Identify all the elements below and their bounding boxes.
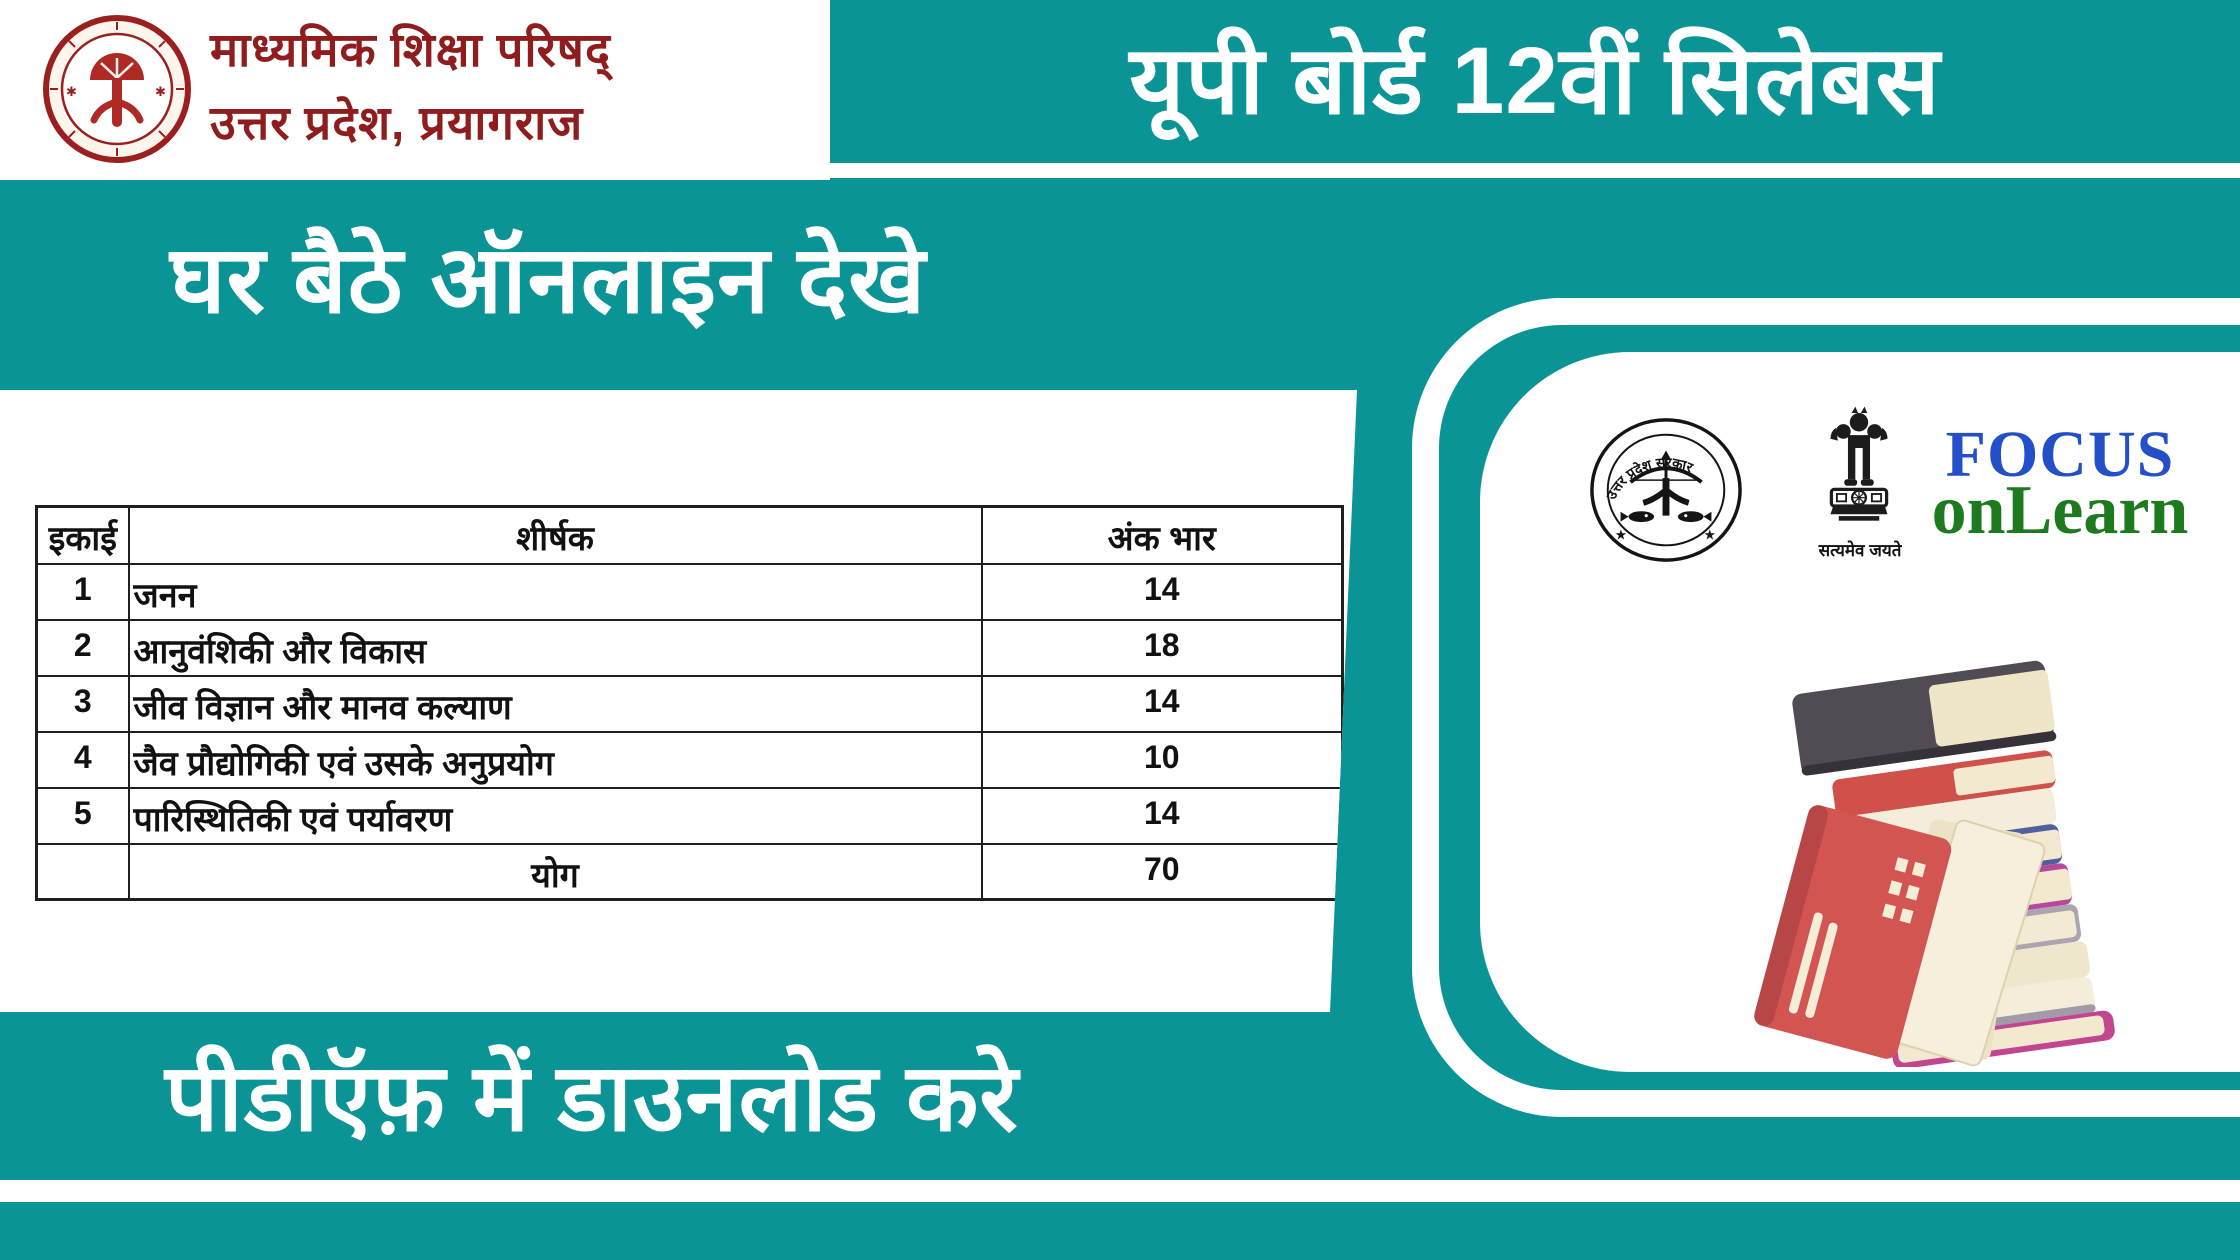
col-header-title: शीर्षक bbox=[127, 505, 983, 565]
brand-line-focus: FOCUS bbox=[1945, 418, 2175, 491]
syllabus-table: इकाई शीर्षक अंक भार 1 जनन 14 2 आनुवंशिकी… bbox=[35, 505, 1344, 901]
marks-cell: 18 bbox=[980, 618, 1344, 677]
download-text: पीडीऍफ़ में डाउनलोड करे bbox=[165, 1045, 1019, 1150]
emblem-caption: सत्यमेव जयते bbox=[1818, 541, 1902, 560]
title-cell: आनुवंशिकी और विकास bbox=[127, 618, 983, 677]
up-seal-star-right-icon: ★ bbox=[1704, 526, 1716, 542]
title-band: यूपी बोर्ड 12वीं सिलेबस bbox=[830, 0, 2240, 163]
marks-cell: 14 bbox=[980, 786, 1344, 845]
table-row: 2 आनुवंशिकी और विकास 18 bbox=[35, 618, 1344, 677]
table-row: 1 जनन 14 bbox=[35, 562, 1344, 621]
table-row: 5 पारिस्थितिकी एवं पर्यावरण 14 bbox=[35, 786, 1344, 845]
focusonlearn-logo: FOCUS onLearn bbox=[1918, 418, 2202, 550]
total-label-cell: योग bbox=[127, 842, 983, 901]
panel-outline-swoosh bbox=[1412, 298, 2240, 1117]
col-header-marks: अंक भार bbox=[980, 505, 1344, 565]
books-stack-illustration bbox=[1754, 660, 2115, 1067]
up-government-seal-icon: उत्तर प्रदेश सरकार ★ ★ bbox=[1590, 418, 1742, 562]
title-cell: जनन bbox=[127, 562, 983, 621]
total-value-cell: 70 bbox=[980, 842, 1344, 901]
unit-cell: 3 bbox=[35, 674, 130, 733]
board-name-line2: उत्तर प्रदेश, प्रयागराज bbox=[210, 95, 584, 149]
page-title: यूपी बोर्ड 12वीं सिलेबस bbox=[1129, 27, 1941, 134]
marks-cell: 14 bbox=[980, 562, 1344, 621]
board-name: माध्यमिक शिक्षा परिषद् उत्तर प्रदेश, प्र… bbox=[210, 14, 820, 160]
board-name-line1: माध्यमिक शिक्षा परिषद् bbox=[210, 23, 611, 76]
unit-cell: 5 bbox=[35, 786, 130, 845]
table-row: 3 जीव विज्ञान और मानव कल्याण 14 bbox=[35, 674, 1344, 733]
subtitle-text: घर बैठे ऑनलाइन देखे bbox=[170, 227, 927, 332]
bottom-strip bbox=[0, 1202, 2240, 1260]
seal-flower-right-icon: ✱ bbox=[155, 84, 166, 99]
table-row: 4 जैव प्रौद्योगिकी एवं उसके अनुप्रयोग 10 bbox=[35, 730, 1344, 789]
title-cell: जीव विज्ञान और मानव कल्याण bbox=[127, 674, 983, 733]
table-total-row: योग 70 bbox=[35, 842, 1344, 901]
unit-cell-empty bbox=[35, 842, 130, 901]
marks-cell: 10 bbox=[980, 730, 1344, 789]
up-seal-star-left-icon: ★ bbox=[1615, 526, 1627, 542]
unit-cell: 4 bbox=[35, 730, 130, 789]
up-board-seal-icon: ✱ ✱ bbox=[43, 15, 191, 163]
title-cell: जैव प्रौद्योगिकी एवं उसके अनुप्रयोग bbox=[127, 730, 983, 789]
brand-line-onlearn: onLearn bbox=[1931, 472, 2189, 550]
table-header-row: इकाई शीर्षक अंक भार bbox=[35, 505, 1344, 565]
unit-cell: 2 bbox=[35, 618, 130, 677]
syllabus-table-panel: इकाई शीर्षक अंक भार 1 जनन 14 2 आनुवंशिकी… bbox=[0, 390, 1357, 1012]
title-cell: पारिस्थितिकी एवं पर्यावरण bbox=[127, 786, 983, 845]
ashoka-emblem-icon bbox=[1829, 406, 1889, 521]
marks-cell: 14 bbox=[980, 674, 1344, 733]
up-board-logo-box: ✱ ✱ माध्यमिक शिक्षा परिषद् उत्तर प्रदेश,… bbox=[0, 0, 830, 180]
col-header-unit: इकाई bbox=[35, 505, 130, 565]
unit-cell: 1 bbox=[35, 562, 130, 621]
seal-flower-left-icon: ✱ bbox=[66, 84, 77, 99]
